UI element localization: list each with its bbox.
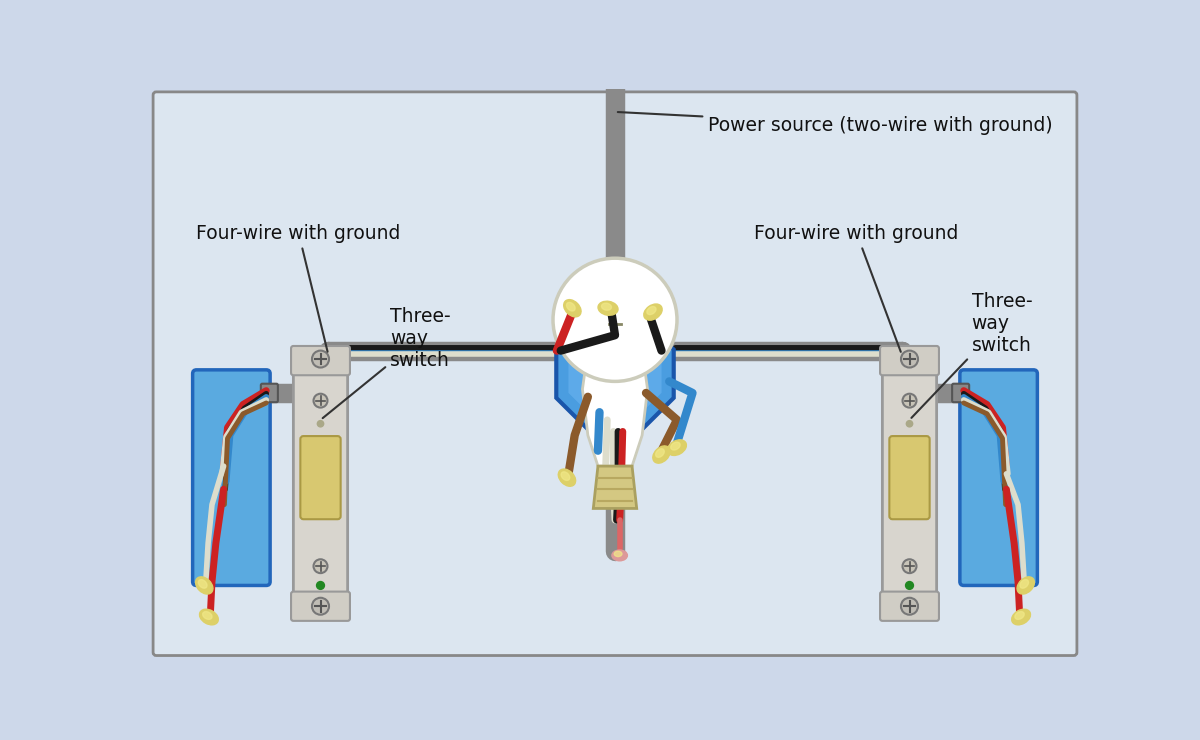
FancyBboxPatch shape bbox=[300, 436, 341, 519]
Ellipse shape bbox=[655, 448, 665, 457]
Ellipse shape bbox=[1020, 579, 1028, 588]
FancyBboxPatch shape bbox=[880, 591, 938, 621]
Circle shape bbox=[902, 394, 917, 408]
Ellipse shape bbox=[566, 303, 575, 311]
Text: Power source (two-wire with ground): Power source (two-wire with ground) bbox=[618, 112, 1052, 135]
Ellipse shape bbox=[196, 577, 212, 594]
Circle shape bbox=[312, 598, 329, 615]
Ellipse shape bbox=[564, 300, 581, 317]
Ellipse shape bbox=[644, 304, 662, 320]
Circle shape bbox=[906, 420, 913, 428]
Circle shape bbox=[317, 420, 324, 428]
Circle shape bbox=[901, 598, 918, 615]
Circle shape bbox=[553, 258, 677, 381]
Ellipse shape bbox=[653, 446, 670, 463]
Circle shape bbox=[313, 559, 328, 574]
Ellipse shape bbox=[1015, 611, 1025, 619]
FancyBboxPatch shape bbox=[293, 366, 348, 601]
Circle shape bbox=[312, 351, 329, 368]
Ellipse shape bbox=[598, 301, 618, 315]
Ellipse shape bbox=[601, 303, 612, 310]
Circle shape bbox=[313, 394, 328, 408]
Text: Four-wire with ground: Four-wire with ground bbox=[755, 224, 959, 352]
FancyBboxPatch shape bbox=[882, 366, 937, 601]
FancyBboxPatch shape bbox=[880, 346, 938, 375]
Ellipse shape bbox=[562, 472, 570, 480]
Ellipse shape bbox=[1012, 609, 1031, 625]
FancyBboxPatch shape bbox=[292, 591, 350, 621]
Ellipse shape bbox=[612, 550, 628, 561]
FancyBboxPatch shape bbox=[260, 384, 278, 403]
Circle shape bbox=[905, 581, 914, 590]
FancyBboxPatch shape bbox=[960, 370, 1037, 585]
Polygon shape bbox=[569, 328, 661, 420]
Text: Four-wire with ground: Four-wire with ground bbox=[197, 224, 401, 352]
Ellipse shape bbox=[198, 579, 208, 588]
Polygon shape bbox=[582, 320, 648, 466]
Ellipse shape bbox=[671, 443, 680, 450]
Ellipse shape bbox=[558, 469, 576, 486]
Ellipse shape bbox=[614, 551, 622, 556]
Polygon shape bbox=[593, 466, 637, 508]
Circle shape bbox=[902, 559, 917, 574]
Text: Three-
way
switch: Three- way switch bbox=[323, 307, 451, 418]
Ellipse shape bbox=[667, 440, 686, 455]
Ellipse shape bbox=[203, 611, 212, 619]
FancyBboxPatch shape bbox=[292, 346, 350, 375]
Polygon shape bbox=[557, 315, 673, 432]
FancyBboxPatch shape bbox=[193, 370, 270, 585]
Circle shape bbox=[316, 581, 325, 590]
Text: Three-
way
switch: Three- way switch bbox=[912, 292, 1032, 418]
Ellipse shape bbox=[1018, 577, 1034, 594]
FancyBboxPatch shape bbox=[952, 384, 970, 403]
FancyBboxPatch shape bbox=[154, 92, 1076, 656]
Ellipse shape bbox=[647, 306, 656, 314]
FancyBboxPatch shape bbox=[889, 436, 930, 519]
Circle shape bbox=[901, 351, 918, 368]
Ellipse shape bbox=[199, 609, 218, 625]
